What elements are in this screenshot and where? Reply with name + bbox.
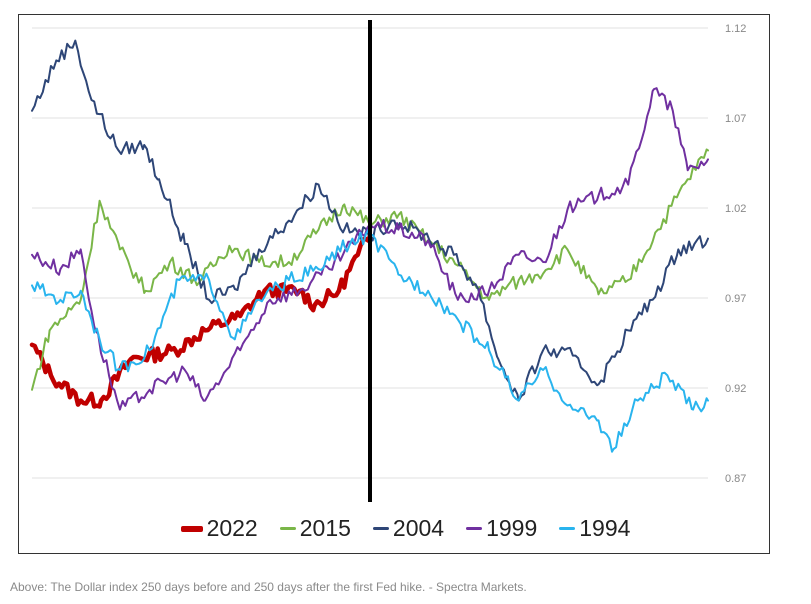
series-line-2022: [29, 232, 373, 409]
legend-swatch: [559, 527, 576, 530]
y-tick-label: 1.02: [725, 203, 746, 215]
legend-label: 1994: [579, 515, 631, 541]
legend-label: 2015: [299, 515, 351, 541]
y-tick-label: 1.12: [725, 23, 746, 35]
y-tick-label: 1.07: [725, 113, 746, 125]
legend-label: 2004: [392, 515, 445, 541]
legend-label: 1999: [486, 515, 538, 541]
legend-swatch: [180, 525, 203, 532]
legend-item-1999: 1999: [466, 515, 537, 542]
legend: 2022 2015 2004 1999 1994: [0, 515, 811, 542]
legend-label: 2022: [206, 515, 258, 541]
y-tick-label: 0.87: [725, 473, 746, 485]
legend-item-1994: 1994: [559, 515, 630, 542]
legend-item-2022: 2022: [180, 515, 258, 542]
legend-swatch: [372, 527, 389, 530]
y-tick-label: 0.92: [725, 383, 746, 395]
legend-item-2004: 2004: [372, 515, 445, 542]
legend-swatch: [279, 527, 296, 530]
caption: Above: The Dollar index 250 days before …: [10, 580, 527, 594]
legend-item-2015: 2015: [279, 515, 351, 542]
legend-swatch: [466, 527, 483, 530]
y-tick-label: 0.97: [725, 293, 746, 305]
